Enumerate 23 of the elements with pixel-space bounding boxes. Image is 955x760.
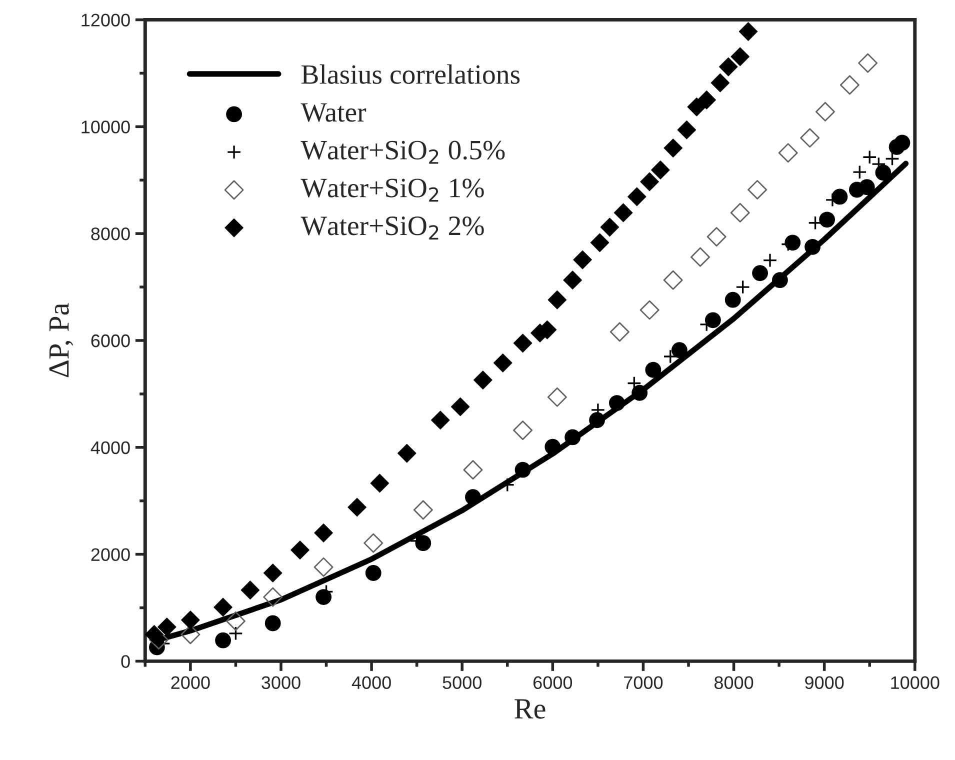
y-tick-label: 12000 xyxy=(82,14,130,26)
x-axis-title: Re xyxy=(514,699,546,719)
x-tick-label: 5000 xyxy=(442,676,482,690)
x-tick-label: 2000 xyxy=(171,676,210,690)
y-tick-label: 4000 xyxy=(90,441,130,454)
y-axis-title: ΔP, Pa xyxy=(49,303,74,378)
x-tick-label: 7000 xyxy=(624,676,663,690)
y-tick-label: 0 xyxy=(121,655,130,668)
x-tick-label: 6000 xyxy=(534,676,572,690)
x-tick-label: 4000 xyxy=(352,676,391,690)
y-tick-label: 6000 xyxy=(91,334,130,348)
x-tick-label: 9000 xyxy=(805,676,844,690)
x-tick-label: 10000 xyxy=(891,676,940,690)
legend-label: Water+SiO$_{2}$ 0.5% xyxy=(300,140,505,164)
y-tick-label: 10000 xyxy=(82,120,130,134)
x-tick-label: 3000 xyxy=(262,676,300,690)
legend-label: Water+SiO$_{2}$ 1% xyxy=(300,178,484,202)
x-tick-label: 8000 xyxy=(714,676,754,690)
legend-label: Blasius correlations xyxy=(302,64,520,84)
y-tick-label: 8000 xyxy=(91,228,130,240)
legend-label: Water xyxy=(300,103,366,122)
y-tick-label: 2000 xyxy=(91,548,130,562)
legend-label: Water+SiO$_{2}$ 2% xyxy=(300,216,484,240)
